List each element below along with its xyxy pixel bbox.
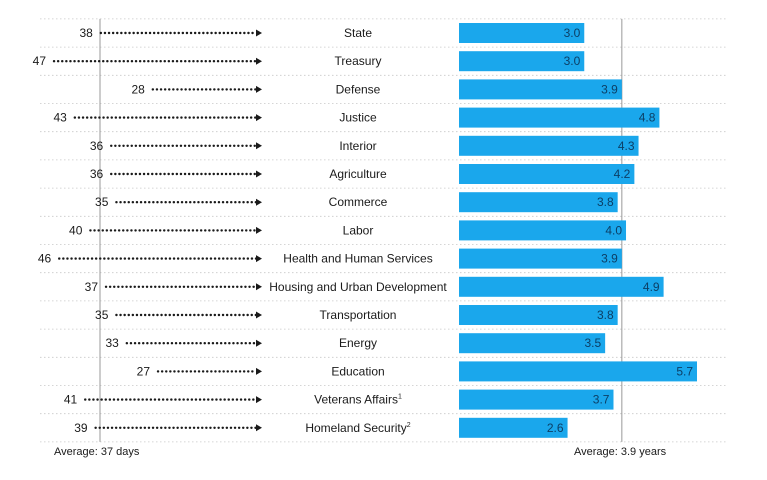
days-value-label: 35 [95,195,109,209]
category-label: Education [331,364,384,378]
years-value-label: 4.8 [639,111,656,125]
footnote-marker: 1 [398,394,402,401]
category-label: Labor [343,223,374,237]
years-bar [459,389,614,410]
years-value-label: 3.9 [601,252,618,266]
days-value-label: 36 [90,139,104,153]
arrowhead-icon [256,142,262,150]
days-value-label: 37 [85,280,99,294]
years-value-label: 3.8 [597,308,614,322]
years-bar [459,248,622,269]
category-label: Homeland Security2 [305,421,410,435]
category-label: State [344,26,372,40]
years-bar [459,107,660,128]
arrowhead-icon [256,339,262,347]
days-series: 38 47 28 43 36 36 35 40 46 37 35 33 27 41 39 [33,26,262,435]
days-value-label: 43 [53,111,67,125]
arrowhead-icon [256,424,262,432]
years-value-label: 4.3 [618,139,635,153]
arrowhead-icon [256,170,262,178]
years-bar [459,333,606,354]
days-value-label: 40 [69,223,83,237]
years-bar [459,51,585,72]
years-bar [459,135,639,156]
days-value-label: 36 [90,167,104,181]
years-bar [459,23,585,43]
years-value-label: 4.2 [614,167,631,181]
years-value-label: 3.0 [564,26,581,40]
years-value-label: 3.8 [597,195,614,209]
category-label: Transportation [320,308,397,322]
years-series: 3.03.03.94.84.34.23.84.03.94.93.83.55.73… [459,23,697,438]
category-label: Justice [339,111,377,125]
arrowhead-icon [256,367,262,375]
arrowhead-icon [256,396,262,404]
category-label: Energy [339,336,377,350]
days-value-label: 28 [131,82,145,96]
row-dividers [40,18,728,443]
years-value-label: 2.6 [547,421,564,435]
days-value-label: 27 [137,364,151,378]
category-label: Health and Human Services [283,252,432,266]
years-bar [459,192,618,213]
footnote-marker: 2 [407,422,411,429]
category-label: Commerce [329,195,388,209]
arrowhead-icon [256,114,262,122]
category-label: Interior [339,139,376,153]
years-value-label: 3.7 [593,393,610,407]
average-years-label: Average: 3.9 years [574,446,667,458]
category-label: Defense [336,82,381,96]
category-label: Housing and Urban Development [269,280,447,294]
category-label: Agriculture [329,167,387,181]
arrowhead-icon [256,283,262,291]
days-value-label: 39 [74,421,88,435]
category-label: Treasury [335,54,382,68]
arrowhead-icon [256,57,262,65]
years-bar [459,305,618,325]
arrowhead-icon [256,311,262,319]
years-value-label: 3.9 [601,82,618,96]
days-value-label: 47 [33,54,47,68]
days-value-label: 46 [38,252,52,266]
arrowhead-icon [256,226,262,234]
years-bar [459,164,635,184]
years-value-label: 3.5 [584,336,601,350]
arrowhead-icon [256,255,262,263]
days-value-label: 38 [79,26,93,40]
years-value-label: 5.7 [676,364,693,378]
average-days-label: Average: 37 days [54,446,140,458]
years-bar [459,417,568,438]
years-bar [459,220,627,241]
years-bar [459,361,697,382]
arrowhead-icon [256,29,262,37]
years-value-label: 4.0 [605,223,622,237]
years-value-label: 4.9 [643,280,660,294]
days-value-label: 41 [64,393,78,407]
years-bar [459,276,664,297]
days-value-label: 35 [95,308,109,322]
category-label: Veterans Affairs1 [314,393,402,407]
arrowhead-icon [256,198,262,206]
arrowhead-icon [256,85,262,93]
years-bar [459,79,622,100]
years-value-label: 3.0 [564,54,581,68]
category-labels: State Treasury Defense Justice Interior Agric… [269,26,447,435]
days-value-label: 33 [105,336,119,350]
